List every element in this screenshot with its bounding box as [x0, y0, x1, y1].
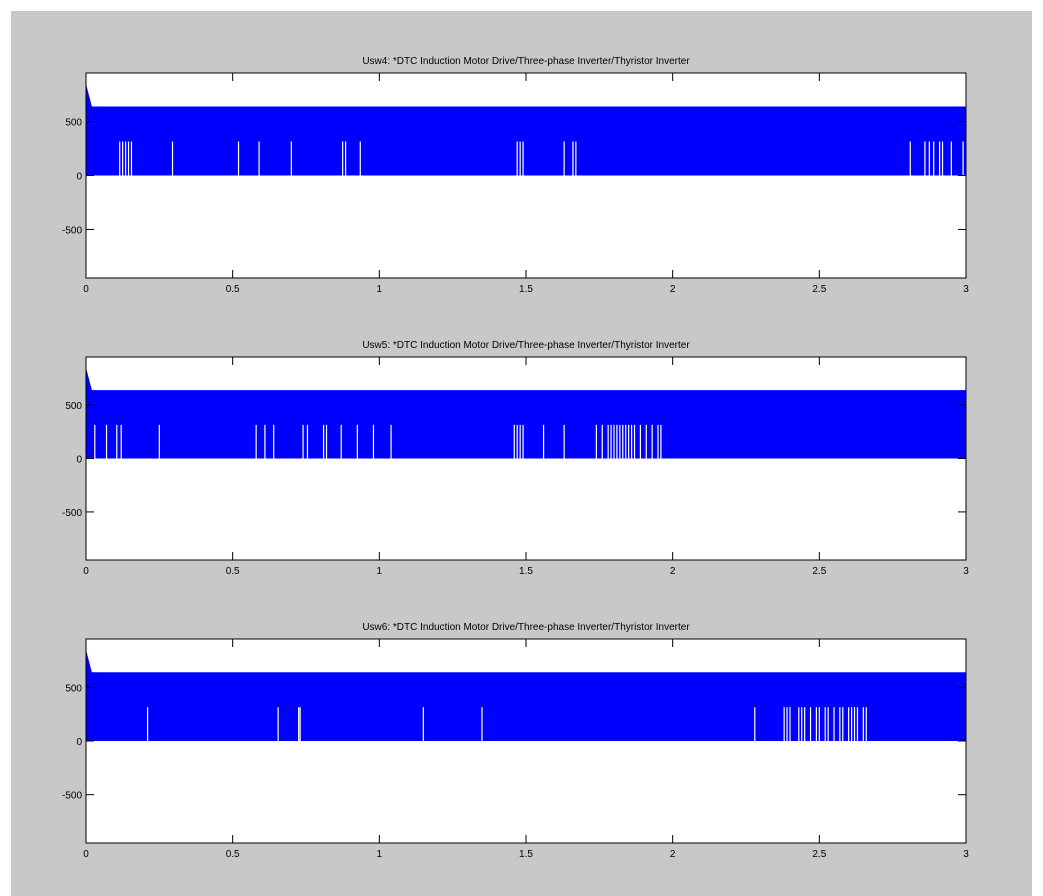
subplot-4: 0 0.5 1 1.5 2 2.5 3 500 0 -500 Usw4: *DTC Inductio… [62, 56, 969, 295]
x-tick-label: 2 [670, 566, 676, 577]
x-tick-label: 1.5 [519, 566, 533, 577]
x-tick-label: 2.5 [812, 566, 826, 577]
x-tick-label: 1 [377, 284, 383, 295]
x-tick-label: 2.5 [812, 284, 826, 295]
chart-title: Usw4: *DTC Induction Motor Drive/Three-p… [362, 56, 690, 67]
x-tick-label: 0.5 [226, 566, 240, 577]
x-tick-label: 0 [83, 284, 89, 295]
subplot-6: 0 0.5 1 1.5 2 2.5 3 500 0 -500 Usw6: *DTC Inductio… [62, 622, 969, 860]
voltage-band [86, 649, 966, 741]
x-tick-label: 2.5 [812, 849, 826, 860]
x-tick-label: 1.5 [519, 284, 533, 295]
x-tick-label: 1 [377, 849, 383, 860]
x-tick-label: 2 [670, 284, 676, 295]
y-tick-label: 500 [65, 118, 82, 129]
x-tick-label: 2 [670, 849, 676, 860]
y-tick-label: 500 [65, 401, 82, 412]
x-tick-label: 3 [963, 284, 969, 295]
y-tick-label: 0 [76, 737, 82, 748]
x-tick-label: 3 [963, 849, 969, 860]
x-tick-label: 1 [377, 566, 383, 577]
y-tick-label: -500 [62, 225, 82, 236]
x-tick-label: 0 [83, 849, 89, 860]
y-tick-label: -500 [62, 508, 82, 519]
x-tick-label: 3 [963, 566, 969, 577]
x-tick-label: 1.5 [519, 849, 533, 860]
y-tick-label: 500 [65, 683, 82, 694]
voltage-band [86, 367, 966, 459]
voltage-band [86, 83, 966, 176]
chart-title: Usw6: *DTC Induction Motor Drive/Three-p… [362, 622, 690, 633]
y-tick-label: 0 [76, 172, 82, 183]
y-tick-label: 0 [76, 455, 82, 466]
y-tick-label: -500 [62, 791, 82, 802]
x-tick-label: 0.5 [226, 284, 240, 295]
subplot-5: 0 0.5 1 1.5 2 2.5 3 500 0 -500 Usw5: *DTC Inductio… [62, 340, 969, 577]
chart-title: Usw5: *DTC Induction Motor Drive/Three-p… [362, 340, 690, 351]
x-tick-label: 0.5 [226, 849, 240, 860]
x-tick-label: 0 [83, 566, 89, 577]
